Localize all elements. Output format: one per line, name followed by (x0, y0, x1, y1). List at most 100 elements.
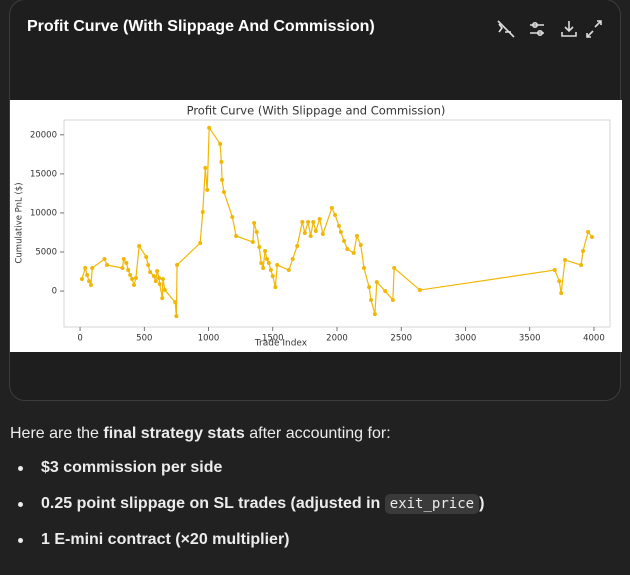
point (563, 258, 568, 263)
x-tick-label: 3000 (455, 334, 477, 344)
profit-line (81, 125, 593, 317)
x-tick-label: 0 (77, 334, 82, 344)
point (266, 261, 271, 266)
point (133, 276, 138, 281)
point (79, 277, 84, 282)
point (333, 212, 338, 217)
text: after accounting for: (244, 425, 391, 442)
point (338, 230, 343, 235)
y-tick-label: 15000 (30, 169, 57, 179)
point (300, 219, 305, 224)
toolbar (497, 20, 602, 38)
point (173, 300, 178, 305)
point (358, 242, 363, 247)
point (261, 266, 266, 271)
y-tick-label: 0 (52, 287, 57, 297)
point (302, 230, 307, 235)
plot-frame (63, 119, 611, 328)
point (417, 288, 422, 293)
point (219, 159, 224, 164)
point (230, 214, 235, 219)
point (151, 274, 156, 279)
point (218, 141, 223, 146)
text: ) (479, 495, 485, 512)
point (221, 189, 226, 194)
settings-button[interactable] (530, 22, 544, 37)
point (174, 314, 179, 319)
chart: Profit Curve (With Slippage and Commissi… (10, 100, 622, 352)
point (250, 240, 255, 245)
point (263, 248, 268, 253)
point (361, 266, 366, 271)
point (130, 277, 135, 282)
point (273, 285, 278, 290)
card-title: Profit Curve (With Slippage And Commissi… (27, 18, 375, 35)
point (306, 219, 311, 224)
point (268, 268, 273, 273)
point (345, 247, 350, 252)
text: $3 commission per side (41, 459, 223, 476)
point (308, 233, 313, 238)
x-tick-label: 500 (136, 334, 152, 344)
text: 1 E-mini contract (×20 multiplier) (41, 531, 290, 548)
point (120, 266, 125, 271)
point (342, 238, 347, 243)
x-tick-label: 2000 (326, 334, 348, 344)
point (290, 257, 295, 262)
point (552, 268, 557, 273)
inline-code: exit_price (384, 494, 480, 514)
point (102, 257, 107, 262)
bullet: 1 E-mini contract (×20 multiplier) (10, 530, 484, 566)
y-axis-label: Cumulative PnL ($) (15, 182, 25, 263)
point (311, 219, 316, 224)
expand-button[interactable] (586, 20, 602, 38)
point (234, 233, 239, 238)
x-tick-label: 1000 (198, 334, 220, 344)
point (390, 298, 395, 303)
point (257, 245, 262, 250)
point (205, 187, 210, 192)
y-tick-label: 5000 (35, 248, 57, 258)
point (146, 263, 151, 268)
point (85, 273, 90, 278)
point (351, 251, 356, 256)
point (207, 125, 212, 130)
point (313, 228, 318, 233)
point (157, 282, 162, 287)
text: Here are the (10, 425, 104, 442)
point (579, 263, 584, 268)
point (374, 280, 379, 285)
x-tick-label: 2500 (390, 334, 412, 344)
point (286, 268, 291, 273)
point (198, 241, 203, 246)
y-tick-label: 20000 (30, 130, 57, 140)
point (157, 276, 162, 281)
point (275, 263, 280, 268)
point (559, 291, 564, 296)
point (83, 266, 88, 271)
point (254, 230, 259, 235)
point (121, 257, 126, 262)
point (369, 298, 374, 303)
point (105, 263, 110, 268)
point (317, 216, 322, 221)
point (586, 230, 591, 235)
point (160, 296, 165, 301)
point (200, 209, 205, 214)
point (160, 277, 165, 282)
download-button[interactable] (561, 21, 577, 37)
message-intro: Here are the final strategy stats after … (10, 424, 391, 444)
point (148, 270, 153, 275)
bullet: $3 commission per side (10, 458, 484, 494)
point (90, 266, 95, 271)
point (392, 266, 397, 271)
point (126, 267, 131, 272)
hide-code-button[interactable] (497, 20, 515, 38)
point (383, 289, 388, 294)
point (124, 260, 129, 265)
point (336, 223, 341, 228)
point (252, 220, 257, 225)
point (175, 263, 180, 268)
point (87, 279, 92, 284)
